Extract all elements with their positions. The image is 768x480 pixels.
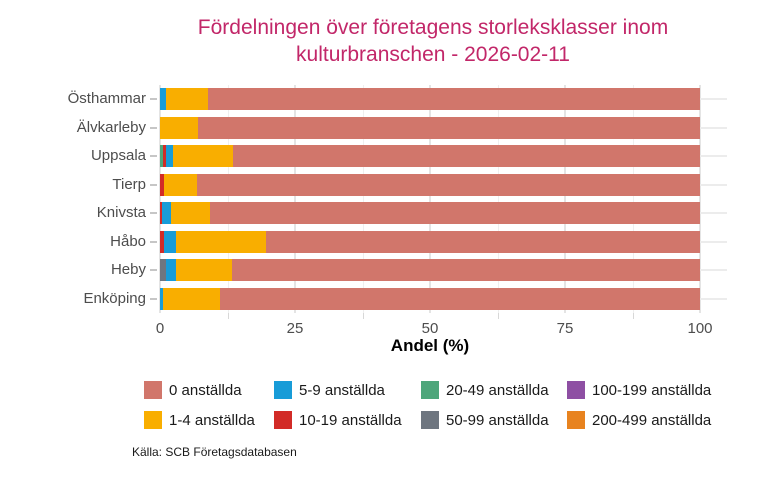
chart-title-line1: Fördelningen över företagens storlekskla…	[197, 16, 669, 39]
y-axis-label: Håbo	[110, 232, 146, 250]
legend-label: 0 anställda	[169, 382, 242, 399]
y-axis-label: Heby	[110, 261, 146, 279]
legend-label: 100-199 anställda	[592, 382, 712, 399]
bar-row	[160, 145, 700, 168]
bar-segment	[160, 173, 164, 196]
x-axis-title: Andel (%)	[390, 336, 470, 355]
bar-segment	[265, 230, 700, 253]
x-axis-tick-label: 0	[155, 320, 165, 337]
legend-swatch	[421, 381, 439, 399]
bar-segment	[197, 173, 700, 196]
source-caption: Källa: SCB Företagsdatabasen	[132, 445, 297, 459]
x-axis-minor-tick	[632, 313, 634, 319]
legend-label: 5-9 anställda	[299, 382, 385, 399]
bar-segment	[160, 287, 164, 310]
bar-segment	[173, 145, 233, 168]
bar-segment	[208, 88, 700, 110]
bar-segment	[162, 202, 171, 225]
bar-row	[160, 202, 700, 225]
legend-label: 10-19 anställda	[299, 412, 402, 429]
y-axis-tick	[150, 240, 157, 243]
plot-panel	[159, 85, 727, 313]
legend-swatch	[144, 381, 162, 399]
bar-segment	[175, 230, 266, 253]
minor-gridline	[227, 85, 229, 313]
bar-segment	[160, 202, 163, 225]
bar-row	[160, 287, 700, 310]
x-axis-minor-tick	[227, 313, 229, 319]
bar-segment	[165, 88, 209, 110]
y-axis-tick	[150, 155, 157, 158]
minor-gridline	[497, 85, 499, 313]
bar-row	[160, 173, 700, 196]
y-axis-tick	[150, 297, 157, 300]
x-axis-tick-label: 50	[421, 320, 439, 337]
y-axis-tick	[150, 98, 157, 100]
y-axis-tick	[150, 269, 157, 272]
bar-segment	[170, 202, 211, 225]
bar-segment	[232, 145, 700, 168]
y-axis-label: Älvkarleby	[76, 118, 146, 136]
y-axis-label: Knivsta	[96, 204, 146, 222]
y-axis-tick	[150, 212, 157, 215]
bar-segment	[163, 145, 167, 168]
legend-label: 50-99 anställda	[446, 412, 549, 429]
bar-segment	[160, 88, 166, 110]
bar-segment	[160, 116, 198, 139]
legend-swatch	[567, 411, 585, 429]
major-gridline	[294, 85, 296, 313]
x-axis-tick-label: 75	[556, 320, 574, 337]
bar-row	[160, 88, 700, 110]
y-axis-tick	[150, 183, 157, 186]
bar-segment	[160, 259, 166, 282]
bar-segment	[210, 202, 700, 225]
bar-row	[160, 116, 700, 139]
chart-title: Fördelningen över företagens storlekskla…	[98, 14, 768, 68]
x-axis-minor-tick	[362, 313, 364, 319]
bar-segment	[163, 287, 220, 310]
bar-row	[160, 259, 700, 282]
major-gridline	[429, 85, 431, 313]
bar-segment	[231, 259, 700, 282]
bar-segment	[160, 145, 164, 168]
legend-label: 20-49 anställda	[446, 382, 549, 399]
y-axis-tick	[150, 126, 157, 129]
minor-gridline	[632, 85, 634, 313]
bar-segment	[160, 230, 164, 253]
major-gridline	[564, 85, 566, 313]
legend-swatch	[274, 381, 292, 399]
y-axis-label: Tierp	[112, 175, 146, 193]
bar-segment	[163, 230, 176, 253]
y-axis-label: Östhammar	[67, 90, 146, 107]
chart-title-line2: kulturbranschen - 2026-02-11	[296, 43, 570, 66]
bar-segment	[166, 145, 174, 168]
bar-row	[160, 230, 700, 253]
legend-swatch	[144, 411, 162, 429]
legend-label: 200-499 anställda	[592, 412, 712, 429]
y-axis-label: Uppsala	[90, 147, 146, 165]
legend-swatch	[421, 411, 439, 429]
x-axis-tick-label: 100	[687, 320, 713, 337]
x-axis-tick-label: 25	[286, 320, 304, 337]
bar-segment	[163, 173, 198, 196]
bar-segment	[197, 116, 700, 139]
x-axis-minor-tick	[497, 313, 499, 319]
bar-segment	[176, 259, 232, 282]
legend-label: 1-4 anställda	[169, 412, 255, 429]
legend-swatch	[567, 381, 585, 399]
bar-segment	[165, 259, 177, 282]
major-gridline	[699, 85, 701, 313]
y-axis-label: Enköping	[83, 289, 146, 307]
major-gridline	[159, 85, 161, 313]
legend-swatch	[274, 411, 292, 429]
bar-segment	[219, 287, 700, 310]
minor-gridline	[362, 85, 364, 313]
